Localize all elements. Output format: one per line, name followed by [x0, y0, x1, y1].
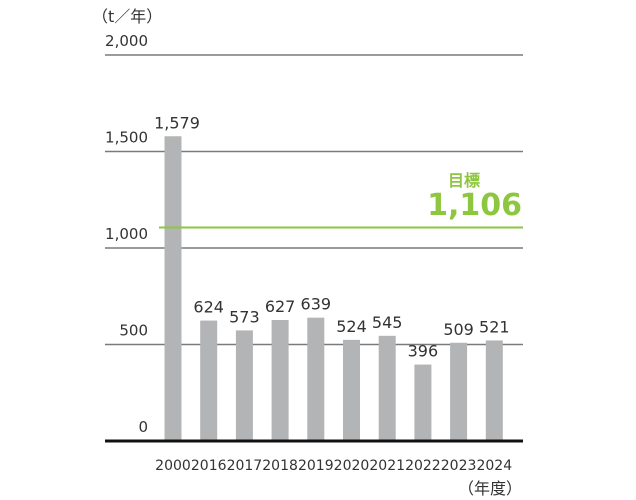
x-tick-label: 2017 [227, 458, 263, 474]
bar-2000 [164, 136, 182, 442]
x-tick-label: 2022 [405, 458, 441, 474]
bar-value-label: 509 [443, 320, 474, 339]
x-tick-label: 2016 [191, 458, 227, 474]
x-tick-label: 2000 [155, 458, 191, 474]
bar-value-label: 524 [336, 317, 367, 336]
y-tick-label: 0 [138, 418, 148, 436]
target-label: 目標 [448, 171, 480, 190]
bar-2016 [200, 320, 218, 441]
bar-value-label: 573 [229, 307, 260, 326]
bar-value-label: 521 [479, 317, 510, 336]
x-tick-label: 2018 [262, 458, 298, 474]
x-tick-label: 2021 [369, 458, 405, 474]
y-axis-unit-label: （t／年） [92, 7, 162, 26]
bar-2022 [414, 364, 432, 441]
bar-value-label: 639 [301, 295, 332, 314]
bar-value-label: 624 [193, 298, 224, 317]
bar-2017 [235, 330, 253, 441]
bar-2021 [378, 335, 396, 441]
bar-value-label: 545 [372, 313, 403, 332]
y-tick-label: 1,500 [105, 129, 148, 147]
y-tick-label: 2,000 [105, 32, 148, 50]
x-tick-label: 2019 [298, 458, 334, 474]
target-value: 1,106 [427, 188, 522, 223]
x-tick-label: 2023 [441, 458, 477, 474]
bar-value-label: 396 [408, 342, 439, 361]
bar-2023 [450, 342, 468, 441]
x-tick-label: 2024 [476, 458, 512, 474]
bar-value-label: 1,579 [154, 113, 200, 132]
bar-2024 [485, 340, 503, 441]
x-tick-label: 2020 [334, 458, 370, 474]
y-tick-label: 500 [119, 322, 148, 340]
y-tick-label: 1,000 [105, 225, 148, 243]
bar-2019 [307, 317, 325, 441]
bar-value-label: 627 [265, 297, 296, 316]
x-axis-unit-label: （年度） [458, 479, 522, 498]
bar-2018 [271, 319, 289, 441]
bar-2020 [343, 339, 360, 441]
